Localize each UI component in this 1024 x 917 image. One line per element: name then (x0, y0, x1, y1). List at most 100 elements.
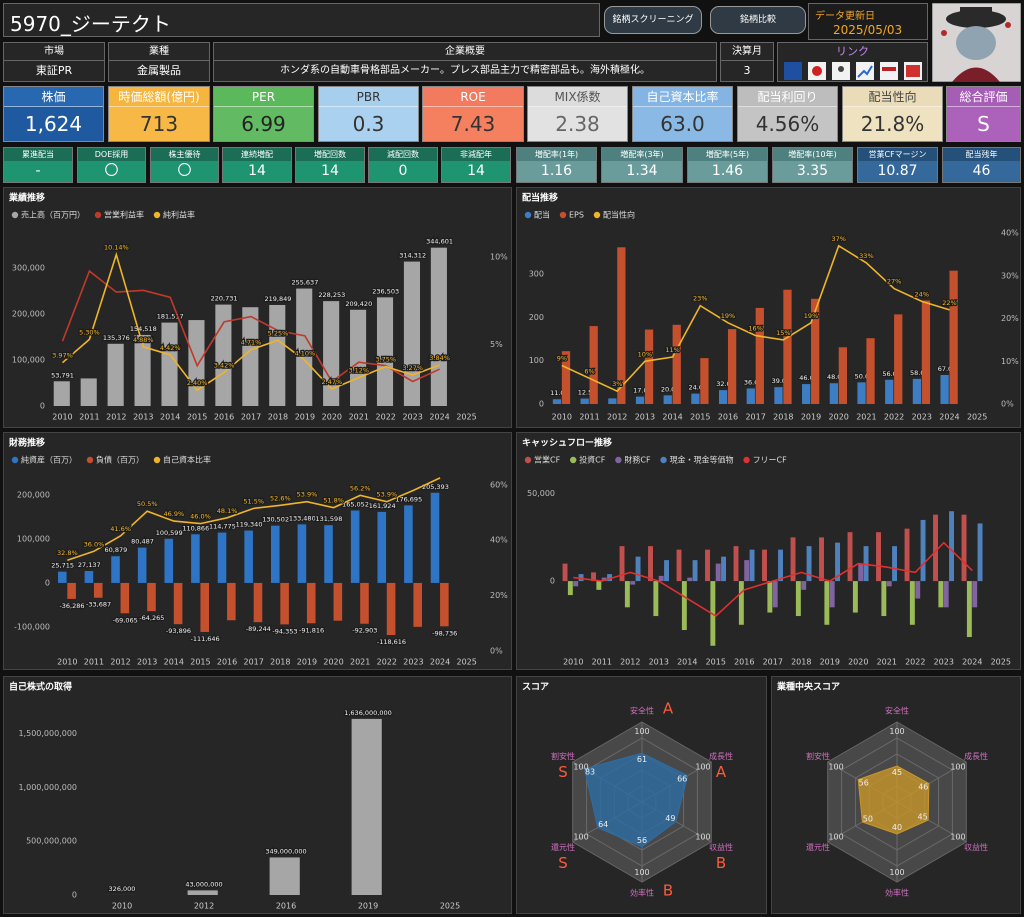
line-label: 3.97% (52, 352, 73, 360)
bar-label: 228,253 (318, 291, 345, 299)
legend-marker (593, 211, 601, 219)
radar-value-label: 83 (585, 768, 595, 777)
bar (692, 560, 698, 582)
bar-label: 43,000,000 (185, 880, 222, 888)
bar (137, 547, 147, 583)
bar (744, 560, 750, 582)
bar (215, 304, 232, 406)
x-tick-label: 2011 (84, 658, 104, 667)
x-tick-label: 2023 (934, 658, 954, 667)
bar (972, 581, 978, 608)
compare-button[interactable]: 銘柄比較 (710, 6, 806, 34)
y-tick-label: 200,000 (17, 491, 50, 500)
bar-label: 24.0 (689, 384, 703, 392)
industry-label: 業種 (109, 43, 209, 61)
y-tick-label: 0 (539, 400, 544, 409)
legend-marker (559, 211, 567, 219)
bar (966, 581, 972, 638)
radar-axis-label: 割安性 (551, 751, 575, 761)
bar-label: -91,816 (299, 626, 324, 634)
radar-axis-label: 還元性 (551, 842, 575, 852)
legend-marker (660, 456, 667, 464)
sub-metric-value: 14 (321, 163, 339, 179)
line (561, 244, 950, 393)
bar (829, 383, 838, 404)
bar (147, 582, 156, 612)
bar-label: -64,265 (139, 614, 164, 622)
bar (84, 571, 94, 583)
x-tick-label: 2016 (276, 902, 296, 911)
screening-button[interactable]: 銘柄スクリーニング (604, 6, 702, 34)
bar-label: -33,687 (86, 601, 111, 609)
legend-label: EPS (569, 211, 584, 220)
bar (591, 572, 596, 582)
bar-label: 349,000,000 (265, 847, 306, 855)
bar-label: -36,286 (59, 602, 84, 610)
radar-max-label: 100 (950, 833, 965, 842)
metric-tile: 株価 1,624 (3, 86, 104, 142)
line (61, 251, 440, 392)
bar (376, 297, 394, 406)
bar (700, 358, 709, 404)
x-tick-label: 2024 (429, 413, 449, 422)
bar (687, 577, 693, 582)
bar (811, 298, 820, 404)
bar (961, 514, 967, 582)
legend-label: 営業CF (534, 455, 561, 465)
bar (715, 563, 721, 582)
line-label: 50.5% (137, 500, 158, 508)
update-date: 2025/05/03 (833, 23, 903, 37)
chart-panel: スコア 100 61 安全性 A 100 66 成長性 A 100 49 収益性 B 100 56 効率性 B 1… (516, 676, 767, 914)
line-label: 33% (859, 252, 873, 260)
x-tick-label: 2017 (244, 658, 264, 667)
bar (940, 374, 949, 404)
radar-max-label: 100 (573, 762, 588, 771)
link-icon[interactable] (784, 62, 802, 80)
title-box: 5970_ジーテクト (3, 3, 600, 37)
x-tick-label: 2025 (440, 902, 460, 911)
radar-value-label: 46 (918, 782, 928, 791)
bar (350, 309, 367, 406)
radar-axis-label: 収益性 (964, 842, 988, 852)
x-tick-label: 2016 (214, 413, 234, 422)
bar (858, 563, 864, 582)
radar-axis-label: 収益性 (709, 842, 733, 852)
bar-label: 60,879 (105, 546, 128, 554)
x-tick-label: 2018 (791, 658, 811, 667)
line-label: 22% (942, 299, 956, 307)
bar (607, 574, 613, 582)
chart-panel: 業績推移 0 100,000 200,000 300,000 5% 10% 2010 2011 2… (3, 187, 512, 428)
bar-label: 344,601 (426, 238, 453, 246)
radar-max-label: 100 (573, 833, 588, 842)
y-tick-label: 100,000 (12, 356, 45, 365)
sub-metric-tile: 増配率(5年) 1.46 (687, 147, 768, 183)
fiscal-value: 3 (743, 64, 751, 77)
bar (790, 537, 796, 582)
chart-panel: 自己株式の取得 0 500,000,000 1,000,000,000 1,500,00… (3, 676, 512, 914)
x-tick-label: 2015 (190, 658, 210, 667)
line-label: 3% (612, 380, 622, 388)
legend-marker (86, 456, 94, 464)
bar (774, 387, 783, 404)
sub-metric-value: 1.34 (626, 163, 658, 179)
bar-label: 1,636,000,000 (344, 709, 392, 717)
bar-label: -89,244 (246, 625, 271, 633)
bar-label: -92,903 (352, 627, 377, 635)
sub-metric-value: 14 (467, 163, 485, 179)
bar-label: 53,791 (51, 371, 74, 379)
y-tick-label: 0 (550, 577, 555, 586)
bar (778, 549, 784, 582)
bar (894, 314, 903, 404)
chart-title: 業績推移 (8, 192, 45, 204)
bar (350, 510, 360, 583)
sub-metric-label: 累進配当 (4, 148, 72, 161)
bar-label: 209,420 (345, 300, 372, 308)
bar-label: 48.0 (827, 373, 841, 381)
x-tick-label: 2010 (112, 902, 132, 911)
industry-value: 金属製品 (137, 64, 181, 77)
bar (838, 347, 847, 404)
radar-max-label: 100 (950, 762, 965, 771)
bar (762, 549, 767, 582)
bar (333, 582, 343, 621)
legend-marker (153, 456, 161, 464)
